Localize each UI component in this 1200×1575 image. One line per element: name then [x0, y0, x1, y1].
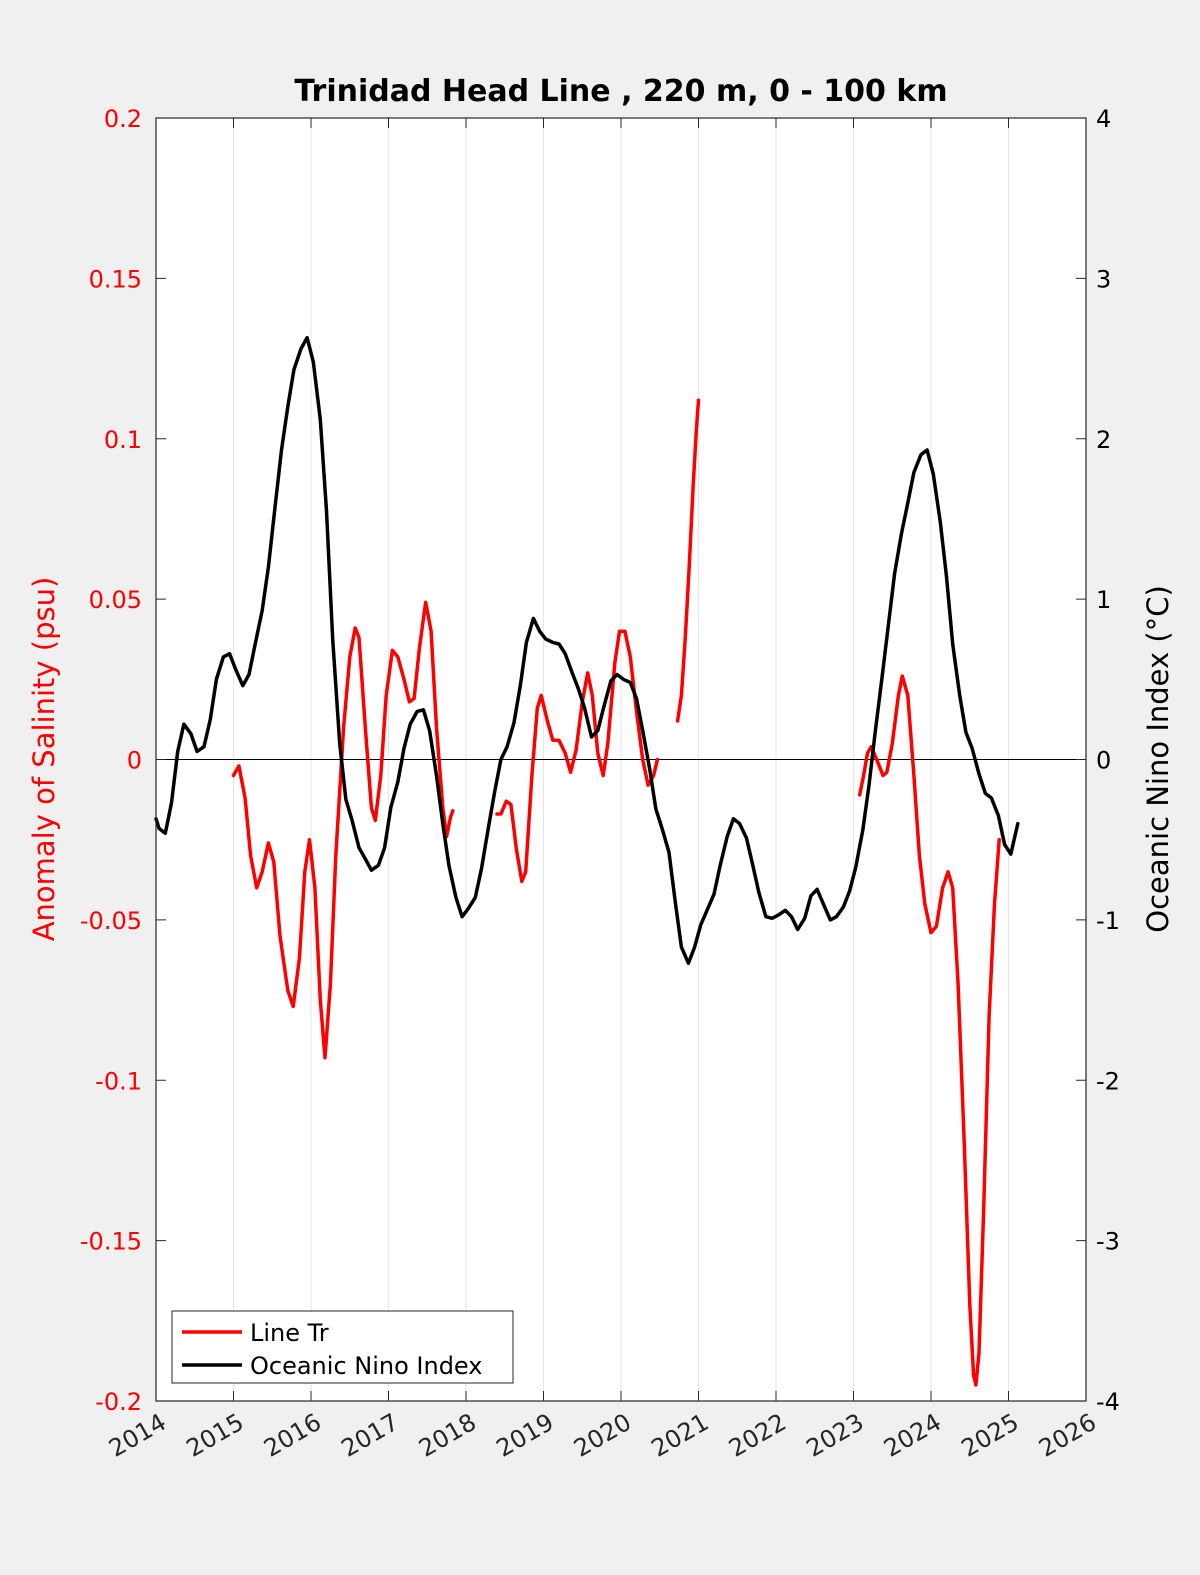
series-line-line-tr — [231, 600, 455, 1060]
y-left-tick-label: 0.15 — [89, 265, 142, 293]
y-left-tick-label: -0.15 — [80, 1228, 142, 1256]
y-left-tick-label: -0.05 — [80, 907, 142, 935]
y-axis-right-label: Oceanic Nino Index (°C) — [1141, 585, 1175, 933]
x-tick-label: 2018 — [414, 1408, 481, 1463]
legend-label-oni: Oceanic Nino Index — [250, 1352, 482, 1380]
x-tick-label: 2019 — [492, 1408, 559, 1463]
x-tick-label: 2024 — [879, 1408, 946, 1463]
legend: Line Tr Oceanic Nino Index — [171, 1310, 514, 1384]
y-right-tick-label: 2 — [1096, 426, 1111, 454]
y-right-tick-label: -4 — [1096, 1388, 1120, 1416]
y-left-tick-label: 0.2 — [104, 105, 142, 133]
x-tick-label: 2015 — [182, 1408, 249, 1463]
y-right-tick-label: 1 — [1096, 586, 1111, 614]
series-line-line-tr — [675, 398, 701, 723]
series-group — [154, 335, 1020, 1387]
x-tick-label: 2026 — [1034, 1408, 1101, 1463]
x-tick-label: 2021 — [647, 1408, 714, 1463]
y-right-tick-label: 4 — [1096, 105, 1111, 133]
x-tick-label: 2025 — [957, 1408, 1024, 1463]
legend-label-line-tr: Line Tr — [250, 1319, 329, 1347]
y-right-tick-label: -1 — [1096, 907, 1120, 935]
y-right-tick-label: -2 — [1096, 1067, 1120, 1095]
y-right-tick-label: 0 — [1096, 747, 1111, 775]
series-line-line-tr — [495, 629, 660, 884]
y-left-tick-label: 0 — [127, 747, 142, 775]
x-tick-label: 2016 — [259, 1408, 326, 1463]
x-tick-label: 2023 — [802, 1408, 869, 1463]
chart-title: Trinidad Head Line , 220 m, 0 - 100 km — [294, 74, 947, 109]
x-tick-label: 2020 — [569, 1408, 636, 1463]
legend-box — [171, 1310, 514, 1384]
x-tick-label: 2014 — [104, 1408, 171, 1463]
y-left-tick-label: -0.2 — [95, 1388, 142, 1416]
y-right-tick-label: 3 — [1096, 265, 1111, 293]
x-tick-label: 2017 — [337, 1408, 404, 1463]
y-axis-left-label: Anomaly of Salinity (psu) — [27, 577, 61, 942]
y-left-tick-label: 0.05 — [89, 586, 142, 614]
y-left-tick-label: 0.1 — [104, 426, 142, 454]
series-line-oceanic-nino-index — [154, 335, 1020, 965]
y-right-tick-label: -3 — [1096, 1228, 1120, 1256]
x-tick-label: 2022 — [724, 1408, 791, 1463]
series-line-line-tr — [857, 674, 1001, 1387]
y-left-tick-label: -0.1 — [95, 1067, 142, 1095]
